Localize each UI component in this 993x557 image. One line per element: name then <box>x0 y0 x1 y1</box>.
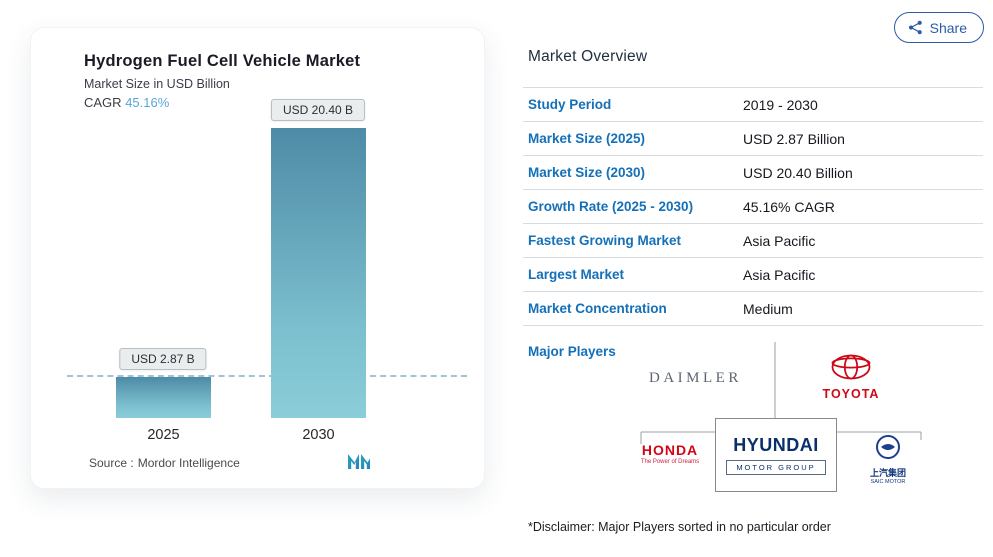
chart-title: Hydrogen Fuel Cell Vehicle Market <box>84 52 361 70</box>
toyota-emblem-icon <box>831 354 871 384</box>
cagr-value: 45.16% <box>125 95 170 110</box>
row-label: Market Concentration <box>528 301 667 316</box>
saic-logo: 上汽集团 SAIC MOTOR <box>859 434 917 485</box>
cagr-label: CAGR <box>84 95 122 110</box>
source-value: Mordor Intelligence <box>137 456 240 470</box>
bar-value-pill-2025: USD 2.87 B <box>119 348 207 370</box>
hyundai-motor-group-label: MOTOR GROUP <box>726 460 826 475</box>
x-axis-label-2030: 2030 <box>302 427 335 443</box>
row-value: Asia Pacific <box>743 232 816 249</box>
toyota-logo: TOYOTA <box>819 354 883 401</box>
hyundai-wordmark: HYUNDAI <box>733 435 819 455</box>
row-value: Asia Pacific <box>743 266 816 283</box>
disclaimer: *Disclaimer: Major Players sorted in no … <box>528 520 831 534</box>
share-label: Share <box>929 19 967 36</box>
hyundai-logo: HYUNDAI MOTOR GROUP <box>715 418 837 492</box>
row-label: Largest Market <box>528 267 625 282</box>
row-value: 2019 - 2030 <box>743 96 818 113</box>
row-label: Market Size (2030) <box>528 165 646 180</box>
major-players-label: Major Players <box>528 344 616 359</box>
saic-cn-wordmark: 上汽集团 <box>869 468 906 478</box>
chart-source: Source : Mordor Intelligence <box>89 454 449 470</box>
source-label: Source : <box>89 456 134 470</box>
saic-emblem-icon <box>875 435 901 464</box>
overview-title: Market Overview <box>528 48 648 65</box>
honda-wordmark: HONDA <box>641 442 699 458</box>
table-row: Market Concentration Medium <box>523 292 983 326</box>
row-value: USD 2.87 Billion <box>743 130 845 147</box>
toyota-wordmark: TOYOTA <box>822 387 880 401</box>
bar-value-pill-2030: USD 20.40 B <box>270 99 366 121</box>
row-label: Market Size (2025) <box>528 131 646 146</box>
row-label: Study Period <box>528 97 612 112</box>
share-icon <box>908 20 923 35</box>
saic-en-wordmark: SAIC MOTOR <box>870 479 906 485</box>
row-value: Medium <box>743 300 793 317</box>
table-row: Market Size (2025) USD 2.87 Billion <box>523 122 983 156</box>
mordor-intelligence-logo-icon <box>347 452 371 473</box>
row-label: Growth Rate (2025 - 2030) <box>528 199 694 214</box>
chart-header: Hydrogen Fuel Cell Vehicle Market Market… <box>31 28 484 110</box>
table-row: Growth Rate (2025 - 2030) 45.16% CAGR <box>523 190 983 224</box>
bar-rect-2025 <box>116 377 211 418</box>
row-value: USD 20.40 Billion <box>743 164 853 181</box>
bar-chart: USD 2.87 B USD 20.40 B 2025 2030 <box>67 99 467 443</box>
honda-logo: HONDA The Power of Dreams <box>635 442 705 465</box>
table-row: Fastest Growing Market Asia Pacific <box>523 224 983 258</box>
table-row: Study Period 2019 - 2030 <box>523 88 983 122</box>
x-axis-label-2025: 2025 <box>147 427 180 443</box>
row-label: Fastest Growing Market <box>528 233 682 248</box>
threshold-dashed-line <box>67 375 467 377</box>
honda-tagline: The Power of Dreams <box>640 459 700 465</box>
major-players-section: Major Players DAIMLER TOYOTA <box>523 340 983 508</box>
market-overview-panel: Market Overview Study Period 2019 - 2030… <box>523 48 983 534</box>
table-row: Market Size (2030) USD 20.40 Billion <box>523 156 983 190</box>
chart-cagr: CAGR 45.16% <box>84 95 484 110</box>
daimler-logo: DAIMLER <box>649 370 742 386</box>
chart-subtitle: Market Size in USD Billion <box>84 77 230 91</box>
bar-rect-2030 <box>271 128 366 418</box>
share-button[interactable]: Share <box>893 12 984 43</box>
market-chart-card: Hydrogen Fuel Cell Vehicle Market Market… <box>30 27 485 489</box>
table-row: Largest Market Asia Pacific <box>523 258 983 292</box>
row-value: 45.16% CAGR <box>743 198 835 215</box>
overview-table: Study Period 2019 - 2030 Market Size (20… <box>523 87 983 326</box>
